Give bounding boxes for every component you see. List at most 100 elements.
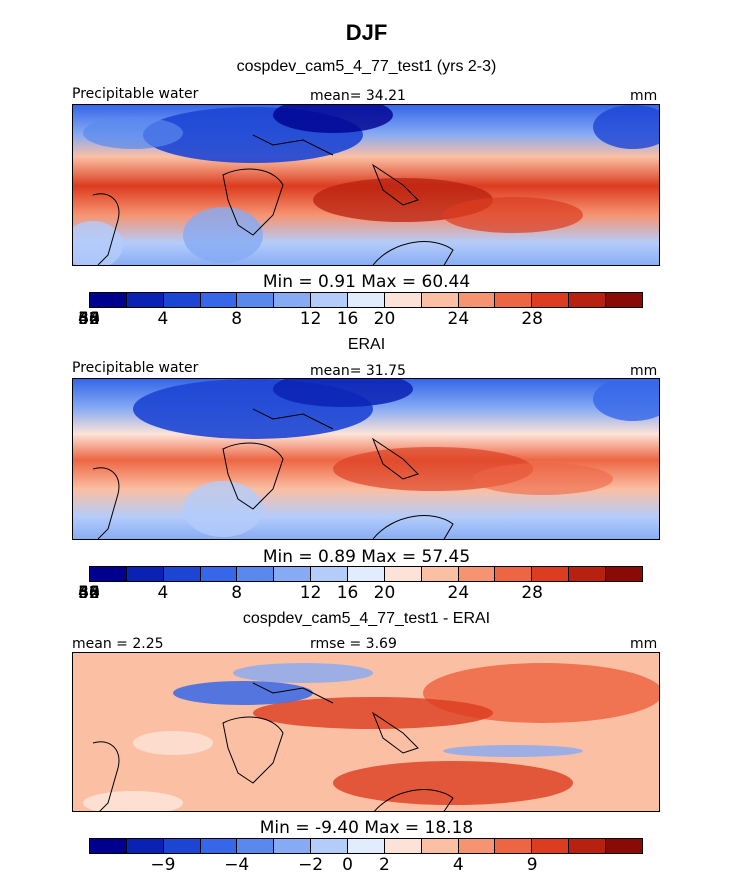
colorbar-tick-label: 16: [336, 309, 359, 329]
panel3-rmse-label: rmse = 3.69: [310, 636, 397, 652]
panel1-variable-label: Precipitable water: [72, 86, 199, 102]
colorbar-swatch: [274, 839, 312, 853]
colorbar-tick-label: 24: [447, 309, 470, 329]
colorbar-swatch: [126, 839, 164, 853]
panel1-map-graphic: [73, 105, 659, 265]
colorbar-swatch: [348, 839, 385, 853]
panel2-map-graphic: [73, 379, 659, 539]
colorbar-tick-label: 48: [78, 309, 100, 329]
colorbar-tick-label: 20: [373, 309, 396, 329]
panel3-minmax: Min = -9.40 Max = 18.18: [259, 818, 474, 838]
colorbar-swatch: [606, 293, 642, 307]
colorbar-swatch: [569, 293, 607, 307]
colorbar-tick-label: 8: [231, 309, 243, 329]
panel2-map: [72, 378, 660, 540]
colorbar-swatch: [606, 839, 642, 853]
colorbar-swatch: [200, 293, 238, 307]
panel2-minmax: Min = 0.89 Max = 57.45: [262, 547, 471, 567]
panel1-subtitle: cospdev_cam5_4_77_test1 (yrs 2-3): [236, 58, 497, 75]
colorbar-swatch: [348, 293, 385, 307]
colorbar-swatch: [126, 567, 164, 581]
colorbar-tick-label: 4: [452, 855, 464, 875]
colorbar-swatch: [421, 567, 459, 581]
colorbar-swatch: [384, 567, 422, 581]
colorbar-swatch: [126, 293, 164, 307]
colorbar-swatch: [421, 839, 459, 853]
colorbar-swatch: [237, 839, 275, 853]
colorbar-swatch: [163, 567, 201, 581]
colorbar-swatch: [237, 567, 275, 581]
page-title: DJF: [345, 20, 388, 45]
colorbar-swatch: [458, 839, 496, 853]
colorbar-swatch: [458, 567, 496, 581]
colorbar-tick-label: 36: [78, 583, 100, 603]
colorbar-swatch: [90, 839, 127, 853]
colorbar-tick-label: 0: [342, 855, 353, 875]
colorbar-tick-label: 48: [78, 583, 100, 603]
colorbar-swatch: [458, 293, 496, 307]
colorbar-swatch: [311, 839, 349, 853]
colorbar-tick-label: 60: [78, 309, 100, 329]
colorbar-tick-label: 44: [78, 309, 100, 329]
colorbar-swatch: [311, 293, 349, 307]
colorbar-tick-label: −9: [150, 855, 176, 875]
panel3-units-label: mm: [630, 636, 658, 652]
panel3-map: [72, 652, 660, 812]
panel2-colorbar-ticks: 4 8 12 16 20 24 28 32 36 40 44 48 52 56 60: [78, 583, 643, 603]
colorbar-swatch: [495, 839, 533, 853]
colorbar-tick-label: 52: [78, 583, 100, 603]
colorbar-tick-label: 60: [78, 583, 100, 603]
colorbar-swatch: [384, 839, 422, 853]
colorbar-tick-label: 4: [157, 583, 169, 603]
colorbar-swatch: [163, 293, 201, 307]
colorbar-tick-label: 16: [336, 583, 359, 603]
colorbar-tick-label: 12: [299, 583, 322, 603]
panel3-mean-label: mean = 2.25: [72, 636, 164, 652]
colorbar-swatch: [532, 293, 570, 307]
colorbar-tick-label: 20: [373, 583, 396, 603]
panel3-map-graphic: [73, 653, 659, 811]
panel2-variable-label: Precipitable water: [72, 360, 199, 376]
colorbar-swatch: [200, 567, 238, 581]
colorbar-swatch: [495, 293, 533, 307]
panel2-units-label: mm: [630, 363, 658, 379]
colorbar-swatch: [90, 293, 127, 307]
colorbar-tick-label: 28: [521, 583, 544, 603]
colorbar-tick-label: 32: [78, 583, 100, 603]
panel3-subtitle: cospdev_cam5_4_77_test1 - ERAI: [242, 610, 491, 627]
panel1-colorbar-ticks: 4 8 12 16 20 24 28 32 36 40 44 48 52 56 60: [78, 309, 643, 329]
colorbar-swatch: [421, 293, 459, 307]
colorbar-tick-label: 52: [78, 309, 100, 329]
colorbar-swatch: [163, 839, 201, 853]
colorbar-swatch: [348, 567, 385, 581]
colorbar-tick-label: −4: [224, 855, 250, 875]
colorbar-tick-label: 2: [379, 855, 390, 875]
colorbar-tick-label: 12: [299, 309, 322, 329]
panel3-colorbar: [89, 838, 643, 854]
panel3-colorbar-ticks: −9 −4 −2 0 2 4 9: [89, 855, 643, 875]
colorbar-swatch: [274, 293, 312, 307]
colorbar-swatch: [495, 567, 533, 581]
colorbar-tick-label: 32: [78, 309, 100, 329]
panel1-mean-label: mean= 34.21: [310, 88, 406, 104]
colorbar-swatch: [569, 567, 607, 581]
colorbar-tick-label: 56: [78, 583, 100, 603]
colorbar-tick-label: 56: [78, 309, 100, 329]
colorbar-swatch: [200, 839, 238, 853]
panel1-colorbar: [89, 292, 643, 308]
panel2-mean-label: mean= 31.75: [310, 363, 406, 379]
colorbar-tick-label: 40: [78, 309, 100, 329]
panel2-colorbar: [89, 566, 643, 582]
colorbar-swatch: [274, 567, 312, 581]
panel1-map: [72, 104, 660, 266]
colorbar-swatch: [532, 839, 570, 853]
colorbar-swatch: [532, 567, 570, 581]
colorbar-tick-label: 4: [157, 309, 169, 329]
colorbar-swatch: [569, 839, 607, 853]
panel1-units-label: mm: [630, 88, 658, 104]
colorbar-swatch: [606, 567, 642, 581]
colorbar-tick-label: −2: [298, 855, 324, 875]
panel1-minmax: Min = 0.91 Max = 60.44: [262, 272, 471, 292]
colorbar-tick-label: 44: [78, 583, 100, 603]
colorbar-tick-label: 36: [78, 309, 100, 329]
